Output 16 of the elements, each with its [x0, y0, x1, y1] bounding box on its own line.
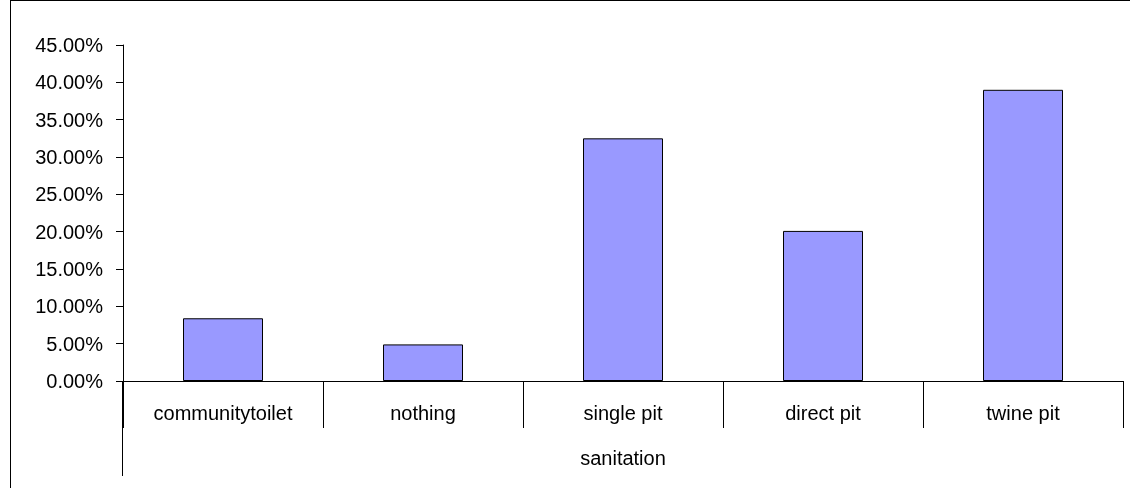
x-tick-label: single pit — [583, 402, 663, 424]
y-tick-label: 0.00% — [46, 370, 104, 392]
y-tick-label: 5.00% — [46, 332, 104, 355]
x-tick-label: nothing — [390, 402, 456, 424]
y-tick-label: 20.00% — [35, 220, 104, 243]
x-axis-title: sanitation — [580, 447, 666, 469]
y-tick-label: 30.00% — [35, 146, 104, 168]
y-tick-label: 35.00% — [35, 108, 104, 131]
x-tick-label: twine pit — [986, 402, 1061, 424]
y-tick-label: 45.00% — [35, 34, 104, 56]
x-tick-label: communitytoilet — [153, 402, 293, 424]
x-tick-label: direct pit — [785, 402, 862, 424]
y-tick-label: 15.00% — [35, 258, 104, 280]
y-tick-label: 40.00% — [35, 71, 104, 94]
y-tick-label: 10.00% — [35, 295, 104, 318]
y-tick-label: 25.00% — [35, 183, 104, 206]
